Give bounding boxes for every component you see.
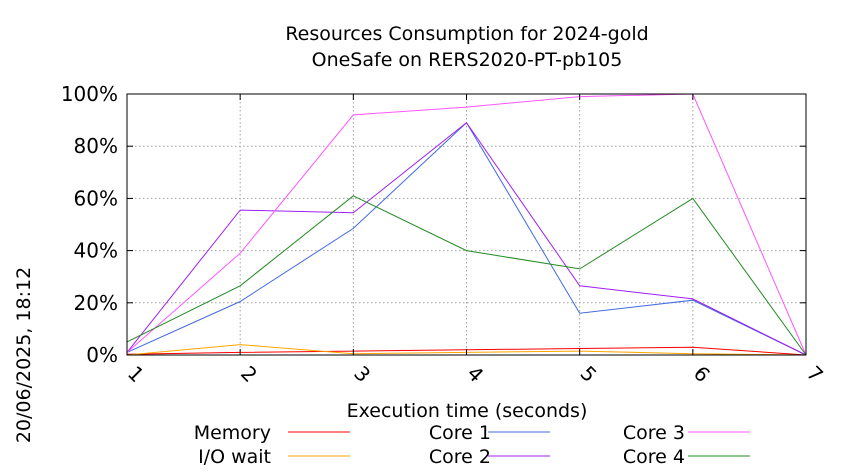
y-axis: 0% 20% 40% 60% 80% 100% <box>61 82 806 367</box>
y-tick-label: 20% <box>74 291 118 315</box>
x-tick-label: 4 <box>462 361 488 387</box>
y-tick-label: 100% <box>61 82 118 106</box>
y-tick-label: 40% <box>74 239 118 263</box>
legend-label: I/O wait <box>198 446 271 468</box>
timestamp: 20/06/2025, 18:12 <box>13 267 35 443</box>
legend-label: Memory <box>194 422 271 444</box>
series-line-core-2 <box>126 121 807 356</box>
y-tick-label: 80% <box>74 134 118 158</box>
x-tick-label: 7 <box>802 361 828 387</box>
y-tick-label: 0% <box>86 343 118 367</box>
chart-series <box>126 93 807 356</box>
legend-label: Core 2 <box>429 446 491 468</box>
chart-title: Resources Consumption for 2024-gold OneS… <box>285 23 648 71</box>
x-tick-label: 3 <box>349 361 375 387</box>
x-tick-label: 5 <box>576 361 602 387</box>
legend-label: Core 3 <box>623 422 685 444</box>
x-tick-label: 2 <box>236 361 262 387</box>
legend-label: Core 4 <box>623 446 685 468</box>
chart-title-line-2: OneSafe on RERS2020-PT-pb105 <box>312 49 623 71</box>
x-axis-label: Execution time (seconds) <box>347 400 588 422</box>
y-tick-label: 60% <box>74 186 118 210</box>
x-tick-label: 6 <box>689 361 715 387</box>
x-tick-label: 1 <box>123 361 149 387</box>
legend-label: Core 1 <box>429 422 491 444</box>
series-line-core-4 <box>126 195 807 356</box>
chart-title-line-1: Resources Consumption for 2024-gold <box>285 23 648 45</box>
